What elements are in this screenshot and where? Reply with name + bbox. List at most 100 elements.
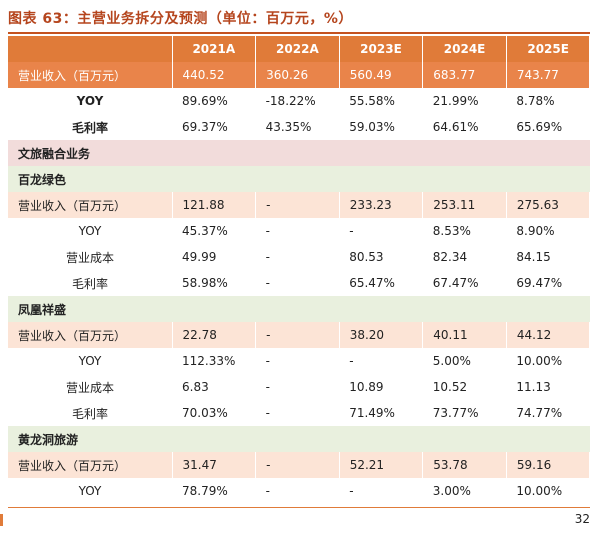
table-cell: 78.79% [172,478,256,504]
table-row: 营业成本 6.83 - 10.89 10.52 11.13 [8,374,590,400]
table-cell: 10.52 [422,374,507,400]
table-row: 营业收入（百万元） 440.52 360.26 560.49 683.77 74… [8,62,591,88]
table-cell: 8.90% [506,218,590,244]
table-cell: 112.33% [172,348,256,374]
footer-accent-mark [0,514,3,526]
table-cell: - [255,244,340,270]
table-cell: - [255,452,340,478]
table-cell: - [255,400,340,426]
table-cell: 683.77 [422,62,507,88]
column-header-2021a: 2021A [172,36,257,62]
table-cell: 43.35% [255,114,340,140]
table-cell: 55.58% [339,88,423,114]
table-cell: - [255,348,340,374]
title-divider [8,32,590,34]
section-heading: 文旅融合业务 [8,140,590,166]
table-cell: 11.13 [506,374,590,400]
footer-divider [8,507,590,508]
table-row: YOY 78.79% - - 3.00% 10.00% [8,478,590,504]
table-cell: 65.69% [506,114,590,140]
table-row: YOY 89.69% -18.22% 55.58% 21.99% 8.78% [8,88,590,114]
table-cell: 275.63 [506,192,591,218]
table-row: 营业成本 49.99 - 80.53 82.34 84.15 [8,244,590,270]
row-label: YOY [8,478,172,504]
row-label: YOY [8,348,172,374]
table-cell: 67.47% [422,270,507,296]
business-breakdown-table: 2021A 2022A 2023E 2024E 2025E 营业收入（百万元） … [8,36,591,504]
subsection-row: 凤凰祥盛 [8,296,590,322]
table-cell: - [255,478,340,504]
subsection-heading: 凤凰祥盛 [8,296,590,322]
table-cell: - [255,192,340,218]
table-row: 毛利率 70.03% - 71.49% 73.77% 74.77% [8,400,590,426]
table-row: 营业收入（百万元） 121.88 - 233.23 253.11 275.63 [8,192,591,218]
table-cell: 8.53% [422,218,507,244]
table-cell: 84.15 [506,244,590,270]
table-cell: 40.11 [422,322,507,348]
row-label: 毛利率 [8,400,172,426]
table-cell: - [255,374,340,400]
table-cell: 80.53 [339,244,423,270]
table-cell: 31.47 [172,452,257,478]
table-cell: 10.00% [506,478,590,504]
table-row: 毛利率 69.37% 43.35% 59.03% 64.61% 65.69% [8,114,590,140]
table-cell: 38.20 [339,322,424,348]
subsection-heading: 百龙绿色 [8,166,590,192]
table-row: YOY 112.33% - - 5.00% 10.00% [8,348,590,374]
table-cell: 52.21 [339,452,424,478]
table-row: 毛利率 58.98% - 65.47% 67.47% 69.47% [8,270,590,296]
table-cell: 53.78 [422,452,507,478]
table-cell: 69.47% [506,270,590,296]
page-number: 32 [574,512,590,526]
table-cell: - [339,348,423,374]
row-label: 毛利率 [8,114,172,140]
table-row: YOY 45.37% - - 8.53% 8.90% [8,218,590,244]
table-cell: 70.03% [172,400,256,426]
table-cell: 233.23 [339,192,424,218]
row-label: YOY [8,218,172,244]
table-cell: 44.12 [506,322,591,348]
table-cell: - [255,218,340,244]
table-cell: 121.88 [172,192,257,218]
column-header-2024e: 2024E [422,36,507,62]
table-cell: 74.77% [506,400,590,426]
table-cell: - [339,478,423,504]
column-header-2022a: 2022A [255,36,340,62]
row-label: 营业成本 [8,374,172,400]
table-cell: 59.03% [339,114,423,140]
table-cell: 59.16 [506,452,591,478]
row-label: 毛利率 [8,270,172,296]
table-cell: 73.77% [422,400,507,426]
subsection-row: 黄龙洞旅游 [8,426,590,452]
row-label: 营业成本 [8,244,172,270]
row-label: 营业收入（百万元） [8,452,173,478]
table-header-row: 2021A 2022A 2023E 2024E 2025E [8,36,591,62]
table-cell: 360.26 [255,62,340,88]
table-cell: 8.78% [506,88,590,114]
table-cell: 10.00% [506,348,590,374]
table-cell: 560.49 [339,62,424,88]
table-cell: - [255,322,340,348]
table-cell: 21.99% [422,88,507,114]
table-cell: 743.77 [506,62,591,88]
table-row: 营业收入（百万元） 31.47 - 52.21 53.78 59.16 [8,452,591,478]
table-cell: 10.89 [339,374,423,400]
table-cell: 253.11 [422,192,507,218]
row-label: YOY [8,88,172,114]
subsection-heading: 黄龙洞旅游 [8,426,590,452]
table-cell: 5.00% [422,348,507,374]
table-cell: 71.49% [339,400,423,426]
column-header-2023e: 2023E [339,36,424,62]
header-corner-cell [8,36,173,62]
figure-title: 图表 63：主营业务拆分及预测（单位：百万元，%） [8,11,353,27]
table-cell: 45.37% [172,218,256,244]
table-cell: 58.98% [172,270,256,296]
table-cell: 6.83 [172,374,256,400]
table-cell: 65.47% [339,270,423,296]
row-label: 营业收入（百万元） [8,322,173,348]
row-label: 营业收入（百万元） [8,62,173,88]
table-cell: 22.78 [172,322,257,348]
table-cell: 440.52 [172,62,257,88]
table-row: 营业收入（百万元） 22.78 - 38.20 40.11 44.12 [8,322,591,348]
table-cell: 89.69% [172,88,256,114]
